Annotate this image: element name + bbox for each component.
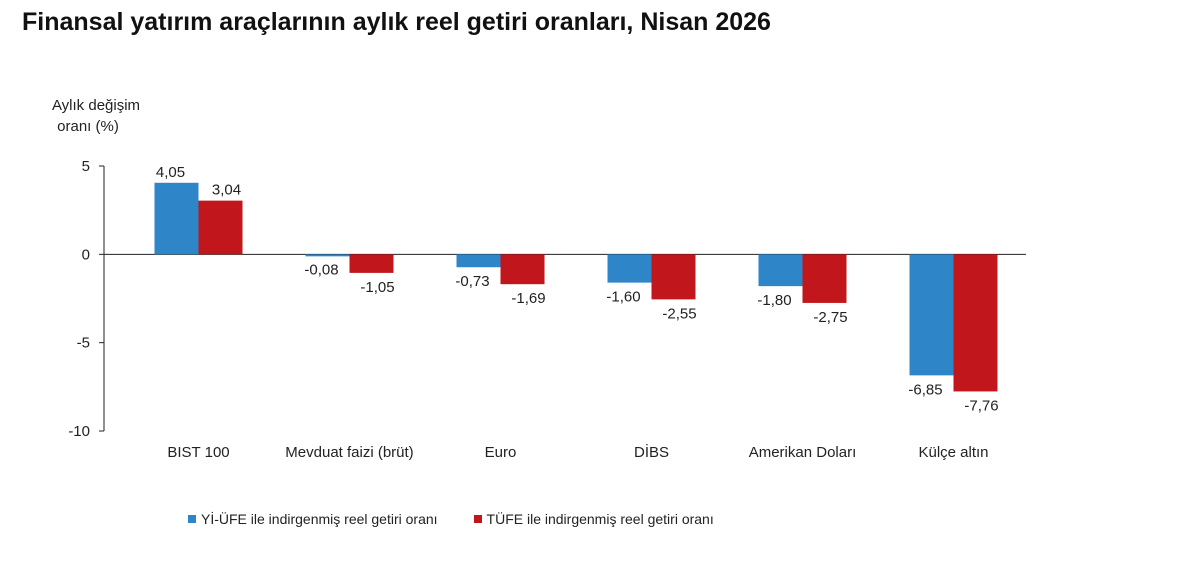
legend-swatch-tufe — [473, 515, 482, 523]
y-axis-label-line-1: Aylık değişim — [52, 97, 140, 114]
x-category-label: DİBS — [634, 443, 669, 461]
y-tick-label: 0 — [82, 246, 90, 263]
bar-tufe — [198, 200, 243, 255]
legend-item-tufe: TÜFE ile indirgenmiş reel getiri oranı — [473, 511, 714, 527]
axes: 5 0 -5 -10 BIST 100 Mevduat faizi (brüt) Euro D… — [68, 158, 1026, 461]
data-label: -7,76 — [964, 397, 998, 414]
data-label: -1,60 — [606, 289, 640, 306]
data-label: -1,80 — [757, 292, 791, 309]
x-category-label: BIST 100 — [167, 444, 229, 461]
data-label: 3,04 — [212, 182, 241, 199]
legend-label-tufe: TÜFE ile indirgenmiş reel getiri oranı — [486, 511, 714, 527]
y-tick-label: 5 — [82, 158, 90, 175]
x-category-label: Euro — [485, 444, 517, 461]
chart-title: Finansal yatırım araçlarının aylık reel … — [22, 8, 771, 36]
bar-yiufe — [305, 254, 350, 257]
data-label: -1,05 — [360, 279, 394, 296]
bar-yiufe — [607, 254, 652, 283]
x-category-label: Külçe altın — [918, 444, 988, 461]
data-labels: 4,05 3,04 -0,08 -1,05 -0,73 -1,69 -1,60 -2,55 -1… — [156, 164, 999, 415]
bar-tufe — [651, 254, 696, 300]
data-label: -2,75 — [813, 309, 847, 326]
y-tick-label: -5 — [77, 335, 90, 352]
bar-tufe — [349, 254, 394, 273]
y-tick-label: -10 — [68, 423, 90, 440]
bar-yiufe — [758, 254, 803, 287]
data-label: -6,85 — [908, 381, 942, 398]
legend-item-yiufe: Yİ-ÜFE ile indirgenmiş reel getiri oranı — [188, 511, 438, 527]
bar-yiufe — [909, 254, 954, 376]
data-label: -1,69 — [511, 290, 545, 307]
bar-chart: Aylık değişim oranı (%) 5 0 -5 -10 BIST 100 M… — [52, 97, 1026, 461]
bar-tufe — [802, 254, 847, 303]
data-label: -2,55 — [662, 305, 696, 322]
x-category-label: Amerikan Doları — [749, 444, 857, 461]
bar-tufe — [500, 254, 545, 285]
legend: Yİ-ÜFE ile indirgenmiş reel getiri oranı… — [188, 511, 714, 527]
x-category-label: Mevduat faizi (brüt) — [285, 444, 413, 461]
data-label: 4,05 — [156, 164, 185, 181]
y-axis-label-line-2: oranı (%) — [57, 118, 119, 135]
bar-yiufe — [154, 182, 199, 255]
legend-swatch-yiufe — [188, 515, 196, 523]
data-label: -0,08 — [304, 262, 338, 279]
data-label: -0,73 — [455, 273, 489, 290]
bars — [154, 182, 998, 392]
bar-tufe — [953, 254, 998, 392]
bar-yiufe — [456, 254, 501, 268]
legend-label-yiufe: Yİ-ÜFE ile indirgenmiş reel getiri oranı — [201, 511, 438, 527]
